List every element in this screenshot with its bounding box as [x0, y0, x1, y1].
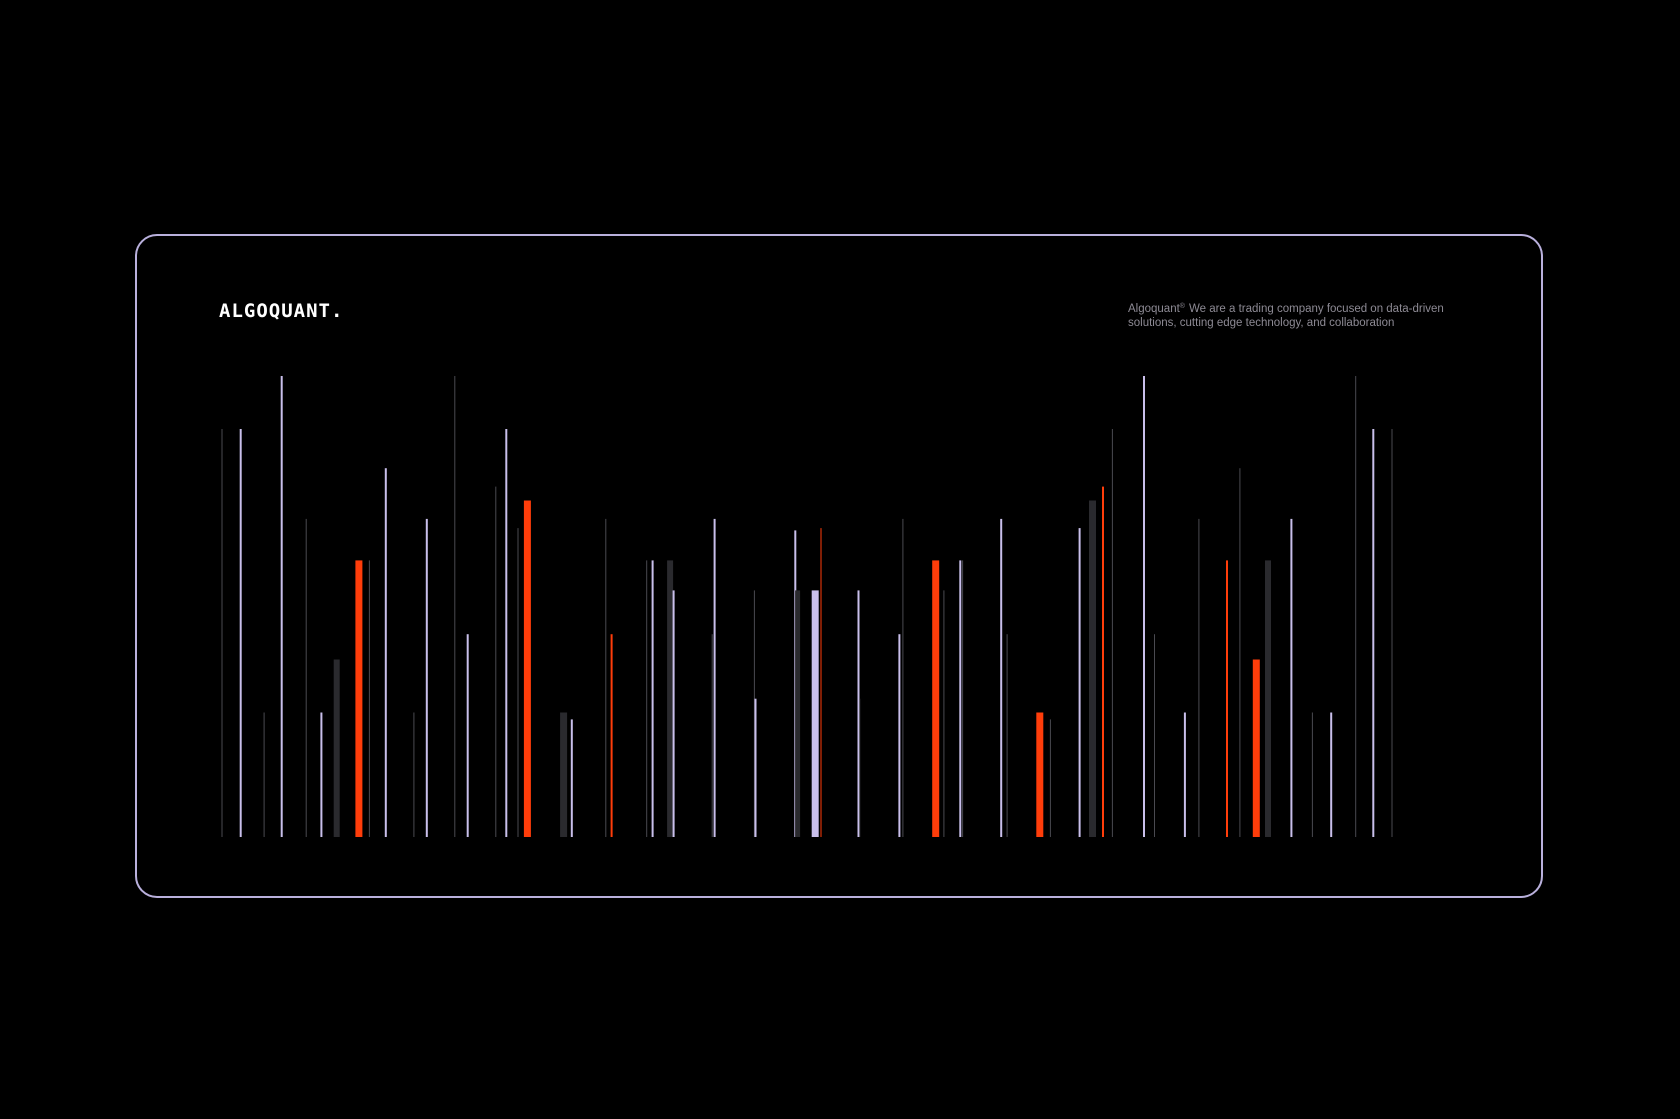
viz-bar-49	[1102, 486, 1104, 837]
viz-bar-35	[857, 590, 860, 837]
viz-bar-40	[943, 590, 945, 837]
viz-bar-60	[1311, 712, 1313, 837]
viz-bar-32	[795, 590, 801, 837]
viz-bar-3	[263, 712, 265, 837]
bar-visualization	[221, 376, 1393, 837]
viz-bar-15	[495, 486, 497, 837]
viz-bar-24	[651, 560, 654, 837]
viz-bar-28	[713, 518, 716, 837]
viz-bar-51	[1143, 376, 1145, 837]
viz-bar-37	[898, 634, 901, 837]
viz-bar-48	[1089, 500, 1096, 837]
viz-bar-38	[902, 518, 904, 837]
viz-bar-16	[505, 429, 508, 837]
brand-tagline: Algoquant® We are a trading company focus…	[1128, 300, 1473, 330]
viz-bar-34	[820, 528, 822, 837]
viz-bar-43	[1000, 518, 1003, 837]
viz-bar-57	[1252, 659, 1260, 837]
viz-bar-39	[932, 560, 940, 837]
viz-bar-12	[425, 518, 428, 837]
viz-bar-29	[753, 590, 755, 837]
viz-bar-25	[667, 560, 674, 837]
viz-bar-52	[1154, 634, 1155, 837]
viz-bar-54	[1198, 518, 1200, 837]
viz-bar-23	[646, 560, 648, 837]
viz-bar-8	[355, 560, 363, 837]
brand-logo: ALGOQUANT.	[219, 300, 344, 322]
viz-bar-26	[672, 590, 675, 837]
viz-bar-17	[517, 528, 519, 837]
viz-bar-63	[1372, 429, 1375, 837]
viz-bar-14	[466, 634, 469, 837]
viz-bar-27	[711, 634, 713, 837]
viz-bar-50	[1111, 429, 1113, 837]
viz-bar-2	[239, 429, 242, 837]
viz-bar-21	[605, 518, 607, 837]
viz-bar-13	[454, 376, 456, 837]
viz-bar-7	[333, 659, 340, 837]
trademark-symbol: ®	[1179, 303, 1185, 310]
viz-bar-47	[1078, 528, 1081, 837]
viz-bar-56	[1239, 468, 1241, 837]
viz-bar-42	[962, 560, 964, 837]
viz-bar-10	[384, 468, 387, 837]
tagline-brand-name: Algoquant	[1128, 303, 1180, 315]
hero-card: ALGOQUANT. Algoquant® We are a trading co…	[135, 234, 1543, 898]
viz-bar-59	[1290, 518, 1293, 837]
viz-bar-55	[1226, 560, 1228, 837]
viz-bar-20	[570, 719, 573, 837]
viz-bar-9	[368, 560, 370, 837]
viz-bar-46	[1049, 719, 1051, 837]
viz-bar-19	[560, 712, 568, 837]
viz-bar-33	[811, 590, 819, 837]
viz-bar-11	[413, 712, 415, 837]
viz-bar-61	[1330, 712, 1333, 837]
tagline-text: We are a trading company focused on data…	[1128, 303, 1444, 329]
viz-bar-53	[1183, 712, 1186, 837]
viz-bar-45	[1036, 712, 1044, 837]
viz-bar-58	[1265, 560, 1271, 837]
viz-bar-44	[1006, 634, 1008, 837]
viz-bar-41	[959, 560, 962, 837]
viz-bar-5	[305, 518, 307, 837]
viz-bar-22	[610, 634, 613, 837]
viz-bar-4	[280, 376, 283, 837]
viz-bar-64	[1391, 429, 1393, 837]
viz-bar-36	[859, 698, 861, 837]
viz-bar-1	[221, 429, 223, 837]
viz-bar-6	[320, 712, 323, 837]
viz-bar-18	[523, 500, 531, 837]
viz-bar-62	[1355, 376, 1357, 837]
viz-bar-30	[754, 698, 757, 837]
